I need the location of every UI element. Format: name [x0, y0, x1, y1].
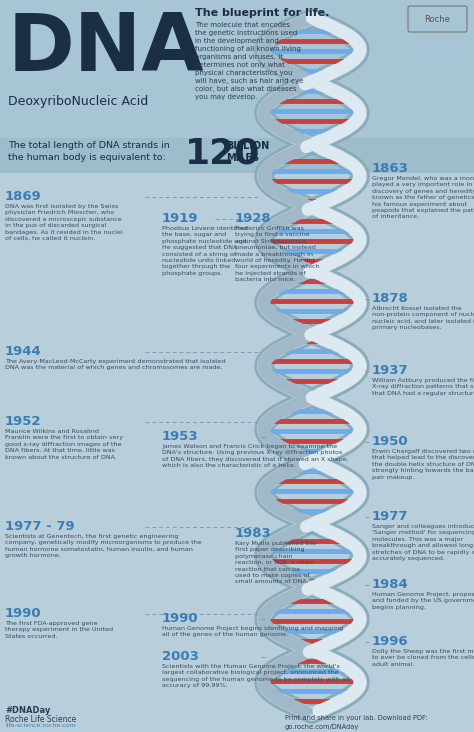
Text: 1950: 1950 [372, 435, 409, 448]
Text: DNA: DNA [8, 10, 204, 88]
Text: 1944: 1944 [5, 345, 42, 358]
Text: The Avery-MacLeod-McCarty experiment demonstrated that isolated
DNA was the mate: The Avery-MacLeod-McCarty experiment dem… [5, 359, 226, 370]
Text: Phoebus Levene identified
the base, sugar and
phosphate nucleotide unit.
He sugg: Phoebus Levene identified the base, suga… [162, 226, 249, 276]
Text: 1928: 1928 [235, 212, 272, 225]
Text: 1953: 1953 [162, 430, 199, 443]
Text: 1990: 1990 [162, 612, 199, 625]
Text: BILLION
MILES: BILLION MILES [226, 141, 269, 163]
Text: 1977 - 79: 1977 - 79 [5, 520, 74, 533]
Text: 120: 120 [185, 137, 260, 171]
Bar [0, 138, 474, 173]
Text: Scientists with the Human Genome Project, the world's
largest collaborative biol: Scientists with the Human Genome Project… [162, 664, 350, 688]
Text: #DNADay: #DNADay [5, 706, 50, 715]
Text: DeoxyriboNucleic Acid: DeoxyriboNucleic Acid [8, 95, 148, 108]
Text: Human Genome Project begins identifying and mapping
all of the genes of the huma: Human Genome Project begins identifying … [162, 626, 343, 638]
Text: Albrecht Kossel isolated the
non-protein component of nuclein,
nucleic acid, and: Albrecht Kossel isolated the non-protein… [372, 306, 474, 330]
Text: Scientists at Genentech, the first genetic engineering
company, genetically modi: Scientists at Genentech, the first genet… [5, 534, 202, 559]
Text: The first FDA-approved gene
therapy experiment in the United
States occurred.: The first FDA-approved gene therapy expe… [5, 621, 113, 639]
Text: 1990: 1990 [5, 607, 42, 620]
Text: 1977: 1977 [372, 510, 409, 523]
Text: 1984: 1984 [372, 578, 409, 591]
Text: The blueprint for life.: The blueprint for life. [195, 8, 329, 18]
Text: 1869: 1869 [5, 190, 42, 203]
Text: 1863: 1863 [372, 162, 409, 175]
Text: Roche Life Science: Roche Life Science [5, 715, 76, 724]
Text: Frederick Griffith was
trying to find a vaccine
against Streptococcus
pneumoniae: Frederick Griffith was trying to find a … [235, 226, 319, 283]
Text: 1996: 1996 [372, 635, 409, 648]
Text: The molecule that encodes
the genetic instructions used
in the development and
f: The molecule that encodes the genetic in… [195, 22, 303, 100]
Bar [0, 0, 474, 138]
Text: Gregor Mendel, who was a monk,
played a very important role in the
discovery of : Gregor Mendel, who was a monk, played a … [372, 176, 474, 220]
Text: 1983: 1983 [235, 527, 272, 540]
Text: life-science.roche.com: life-science.roche.com [5, 723, 76, 728]
Text: Kary Mullis published the
first paper describing
polymerase chain
reaction, or P: Kary Mullis published the first paper de… [235, 541, 316, 584]
Text: 1952: 1952 [5, 415, 42, 428]
Text: Dolly the Sheep was the first mammal
to ever be cloned from the cells of an
adul: Dolly the Sheep was the first mammal to … [372, 649, 474, 667]
Text: The total length of DNA strands in
the human body is equivalent to:: The total length of DNA strands in the h… [8, 141, 170, 162]
Text: Maurice Wilkins and Rosalind
Franklin were the first to obtain very
good x-ray d: Maurice Wilkins and Rosalind Franklin we… [5, 429, 123, 460]
Text: Sanger and colleagues introduced the
'Sanger method' for sequencing DNA
molecule: Sanger and colleagues introduced the 'Sa… [372, 524, 474, 561]
Text: DNA was first isolated by the Swiss
physician Friedrich Miescher, who
discovered: DNA was first isolated by the Swiss phys… [5, 204, 123, 241]
Text: Roche: Roche [424, 15, 450, 23]
Text: 2003: 2003 [162, 650, 199, 663]
Text: 1878: 1878 [372, 292, 409, 305]
Text: Erwin Chargaff discovered two rules
that helped lead to the discovery of
the dou: Erwin Chargaff discovered two rules that… [372, 449, 474, 479]
Text: Human Genome Project, proposed
and funded by the US government,
begins planning.: Human Genome Project, proposed and funde… [372, 592, 474, 610]
Text: 1919: 1919 [162, 212, 199, 225]
Text: 1937: 1937 [372, 364, 409, 377]
Text: Print and share in your lab. Download PDF:
go.roche.com/DNAday: Print and share in your lab. Download PD… [285, 715, 428, 730]
Text: James Watson and Francis Crick began to examine the
DNA's structure. Using previ: James Watson and Francis Crick began to … [162, 444, 349, 468]
Text: William Astbury produced the first
X-ray diffraction patterns that showed
that D: William Astbury produced the first X-ray… [372, 378, 474, 396]
